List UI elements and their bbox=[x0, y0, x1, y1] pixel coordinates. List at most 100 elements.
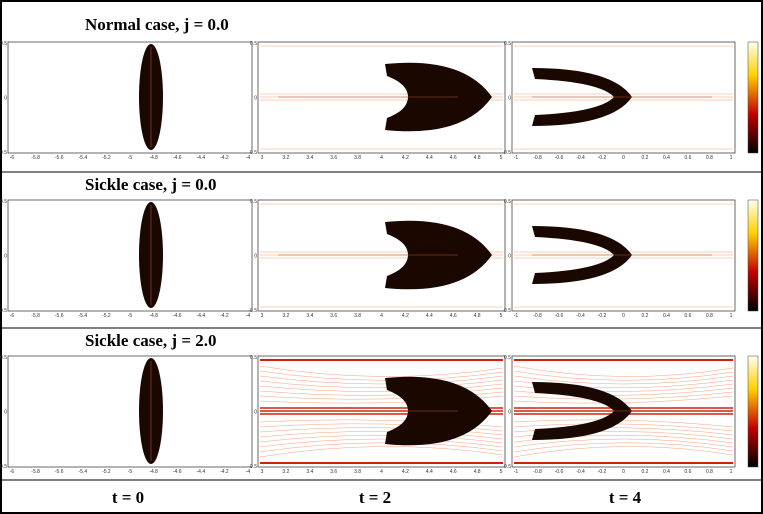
x-tick-label: -4.4 bbox=[196, 469, 205, 475]
x-tick-label: -0.6 bbox=[555, 469, 564, 475]
x-tick-label: 4.6 bbox=[450, 469, 457, 475]
x-tick-label: 0.6 bbox=[685, 469, 692, 475]
y-tick-label: -0.5 bbox=[502, 308, 511, 314]
x-tick-label: 1 bbox=[730, 313, 733, 319]
x-tick-label: -4.4 bbox=[196, 155, 205, 161]
x-tick-label: 4.2 bbox=[402, 155, 409, 161]
panel: -6 -5.8 -5.6 -5.4 -5.2 -5 -4.8 -4.6 -4.4 -4.2 -4 0.… bbox=[0, 199, 253, 319]
cell-shape bbox=[532, 382, 632, 440]
x-tick-label: -4.8 bbox=[149, 155, 158, 161]
x-tick-label: 4.6 bbox=[450, 155, 457, 161]
x-tick-label: -4.4 bbox=[196, 313, 205, 319]
x-tick-label: 3.4 bbox=[306, 155, 313, 161]
x-tick-label: -4.2 bbox=[220, 313, 229, 319]
contour-line bbox=[259, 383, 504, 392]
cell-shape bbox=[532, 226, 632, 284]
x-tick-label: 0.2 bbox=[642, 469, 649, 475]
x-tick-label: -0.2 bbox=[598, 469, 607, 475]
column-label: t = 4 bbox=[609, 488, 642, 507]
contour-line bbox=[259, 427, 504, 436]
contour-line bbox=[259, 387, 504, 396]
x-tick-label: 5 bbox=[500, 313, 503, 319]
panel-frame bbox=[7, 41, 253, 154]
x-tick-label: 0.2 bbox=[642, 313, 649, 319]
x-tick-label: 3.4 bbox=[306, 469, 313, 475]
colorbar bbox=[747, 199, 759, 312]
contour-line bbox=[513, 375, 734, 385]
x-tick-label: -1 bbox=[514, 313, 519, 319]
panel: -1 -0.8 -0.6 -0.4 -0.2 0 0.2 0.4 0.6 0.8 1 0.5 0 -0.5 bbox=[502, 41, 759, 161]
x-tick-label: 4.2 bbox=[402, 469, 409, 475]
x-tick-label: -5.2 bbox=[102, 313, 111, 319]
x-tick-label: 3 bbox=[261, 469, 264, 475]
x-tick-label: 1 bbox=[730, 155, 733, 161]
x-tick-label: -0.6 bbox=[555, 313, 564, 319]
contour-line bbox=[259, 442, 504, 453]
panel-frame bbox=[7, 355, 253, 468]
cell-shape bbox=[532, 68, 632, 126]
y-tick-label: 0 bbox=[508, 410, 511, 416]
x-tick-label: -5.2 bbox=[102, 155, 111, 161]
contour-line bbox=[259, 365, 504, 377]
x-tick-label: -5.4 bbox=[78, 155, 87, 161]
x-tick-label: -5.2 bbox=[102, 469, 111, 475]
panel: -6 -5.8 -5.6 -5.4 -5.2 -5 -4.8 -4.6 -4.4 -4.2 -4 0.… bbox=[0, 355, 253, 475]
x-tick-label: 1 bbox=[730, 469, 733, 475]
x-tick-label: -5.6 bbox=[55, 313, 64, 319]
x-tick-label: 3.8 bbox=[354, 155, 361, 161]
y-tick-label: 0 bbox=[4, 410, 7, 416]
y-tick-label: -0.5 bbox=[248, 150, 257, 156]
contour-line bbox=[259, 435, 504, 444]
row-title: Sickle case, j = 0.0 bbox=[85, 175, 217, 194]
contour-line bbox=[513, 438, 734, 448]
colorbar bbox=[747, 41, 759, 154]
x-tick-label: -0.4 bbox=[576, 155, 585, 161]
x-tick-label: -6 bbox=[10, 469, 15, 475]
x-tick-label: -5 bbox=[128, 313, 133, 319]
row-title: Normal case, j = 0.0 bbox=[85, 15, 229, 34]
x-tick-label: 3.2 bbox=[282, 155, 289, 161]
x-tick-label: 4.8 bbox=[474, 313, 481, 319]
y-tick-label: 0.5 bbox=[250, 355, 257, 361]
x-tick-label: -4 bbox=[246, 313, 251, 319]
y-tick-label: -0.5 bbox=[502, 464, 511, 470]
x-tick-label: 5 bbox=[500, 155, 503, 161]
column-label: t = 0 bbox=[112, 488, 144, 507]
panel: 3 3.2 3.4 3.6 3.8 4 4.2 4.4 4.6 4.8 5 0.5 0 -0.5 bbox=[248, 355, 506, 475]
y-tick-label: -0.5 bbox=[0, 464, 7, 470]
x-tick-label: -4.6 bbox=[173, 469, 182, 475]
x-tick-label: 0.2 bbox=[642, 155, 649, 161]
y-tick-label: -0.5 bbox=[502, 150, 511, 156]
y-tick-label: -0.5 bbox=[0, 150, 7, 156]
x-tick-label: -5.6 bbox=[55, 155, 64, 161]
contour-line bbox=[259, 370, 504, 381]
contour-line bbox=[513, 446, 734, 458]
x-tick-label: 3.6 bbox=[330, 313, 337, 319]
panel: 3 3.2 3.4 3.6 3.8 4 4.2 4.4 4.6 4.8 5 0.5 0 -0.5 bbox=[248, 199, 506, 319]
x-tick-label: 4.6 bbox=[450, 313, 457, 319]
x-tick-label: -4.2 bbox=[220, 469, 229, 475]
y-tick-label: 0.5 bbox=[504, 355, 511, 361]
contour-line bbox=[513, 370, 734, 381]
x-tick-label: 3.2 bbox=[282, 469, 289, 475]
x-tick-label: -5 bbox=[128, 469, 133, 475]
x-tick-label: 0.4 bbox=[663, 155, 670, 161]
x-tick-label: 3.2 bbox=[282, 313, 289, 319]
x-tick-label: -0.4 bbox=[576, 313, 585, 319]
y-tick-label: 0 bbox=[254, 96, 257, 102]
x-tick-label: -4.8 bbox=[149, 469, 158, 475]
y-tick-label: 0 bbox=[254, 254, 257, 260]
x-tick-label: 4.4 bbox=[426, 469, 433, 475]
y-tick-label: 0 bbox=[254, 410, 257, 416]
x-tick-label: -4 bbox=[246, 469, 251, 475]
x-tick-label: 3 bbox=[261, 155, 264, 161]
x-tick-label: -5.4 bbox=[78, 469, 87, 475]
x-tick-label: -1 bbox=[514, 469, 519, 475]
panel-frame bbox=[7, 199, 253, 312]
y-tick-label: 0.5 bbox=[250, 41, 257, 47]
colorbar bbox=[747, 355, 759, 468]
y-tick-label: 0 bbox=[508, 254, 511, 260]
panel: 3 3.2 3.4 3.6 3.8 4 4.2 4.4 4.6 4.8 5 0.5 0 -0.5 bbox=[248, 41, 506, 161]
x-tick-label: 4.4 bbox=[426, 155, 433, 161]
